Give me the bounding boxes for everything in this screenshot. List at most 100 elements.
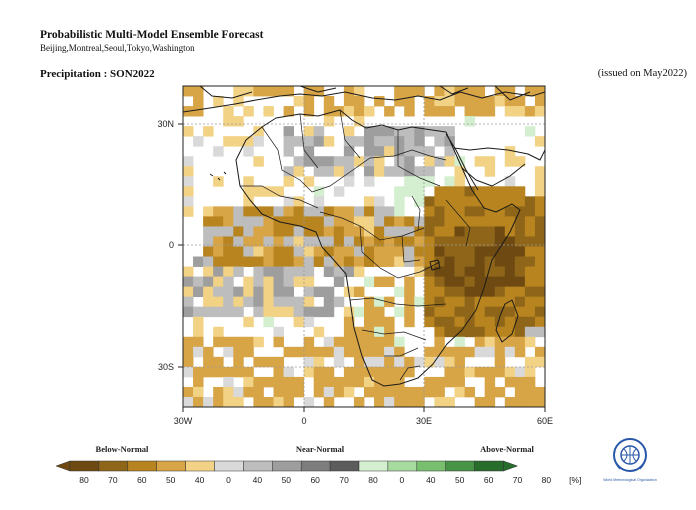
probability-cell [514, 286, 526, 298]
probability-cell [414, 86, 425, 97]
probability-cell [374, 206, 385, 217]
probability-cell [474, 346, 486, 358]
probability-cell [343, 96, 355, 107]
probability-cell [494, 306, 506, 318]
probability-cell [494, 276, 506, 288]
probability-cell [364, 196, 375, 207]
probability-cell [353, 136, 365, 147]
probability-cell [303, 286, 315, 298]
probability-cell [223, 116, 234, 127]
probability-cell [364, 376, 375, 388]
probability-cell [394, 126, 405, 137]
probability-cell [524, 256, 536, 267]
probability-cell [193, 346, 204, 358]
colorbar-tick-label: 0 [226, 475, 231, 485]
probability-cell [474, 316, 486, 328]
probability-cell [303, 346, 315, 358]
probability-cell [414, 196, 425, 207]
probability-cell [484, 106, 496, 117]
probability-cell [454, 256, 465, 267]
graticule [183, 86, 545, 407]
probability-cell [203, 236, 214, 247]
probability-cell [444, 326, 455, 338]
colorbar-tick-label: 70 [339, 475, 349, 485]
probability-cell [424, 306, 435, 318]
probability-cell [364, 246, 375, 257]
probability-cell [353, 266, 365, 277]
probability-cell [203, 286, 214, 298]
probability-cell [464, 256, 476, 267]
probability-cell [353, 246, 365, 257]
probability-cell [504, 246, 516, 257]
colorbar-end-triangle [503, 460, 519, 472]
probability-cell [374, 376, 385, 388]
probability-cell [484, 386, 496, 398]
probability-cell [484, 316, 496, 328]
probability-cell [283, 286, 295, 298]
probability-cell [283, 226, 295, 237]
probability-cell [303, 396, 315, 407]
probability-cell [193, 306, 204, 318]
madagascar [495, 299, 519, 343]
probability-cell [183, 306, 194, 318]
probability-cell [193, 316, 204, 328]
probability-cell [233, 226, 244, 237]
probability-cell [394, 286, 405, 298]
probability-cell [343, 316, 355, 328]
probability-cell [303, 256, 315, 267]
probability-cell [394, 246, 405, 257]
probability-cell [474, 226, 486, 237]
probability-cell [243, 246, 254, 257]
probability-cell [303, 246, 315, 257]
probability-cell [514, 226, 526, 237]
probability-cell [343, 236, 355, 247]
probability-cell [454, 346, 465, 358]
colorbar-swatch [387, 460, 418, 472]
probability-cell [494, 326, 506, 338]
probability-cell [434, 336, 445, 348]
probability-cell [534, 246, 545, 257]
lon-label-30w: 30W [174, 416, 193, 426]
probability-cell [414, 216, 425, 227]
probability-cell [464, 306, 476, 318]
probability-cell [263, 376, 274, 388]
probability-cell [494, 366, 506, 378]
probability-cell [293, 276, 305, 288]
probability-cell [534, 86, 545, 97]
probability-cell [193, 136, 204, 147]
probability-cell [484, 286, 496, 298]
colorbar-tick-label: 40 [426, 475, 436, 485]
probability-cell [414, 186, 425, 197]
probability-cell [534, 276, 545, 288]
probability-cell [233, 206, 244, 217]
probability-cell [193, 96, 204, 107]
probability-cell [263, 86, 274, 97]
probability-cell [203, 246, 214, 257]
probability-cell [183, 296, 194, 308]
probability-cell [534, 106, 545, 117]
probability-cell [504, 106, 516, 117]
probability-cell [183, 196, 194, 207]
probability-cell [213, 236, 224, 247]
probability-cell [474, 256, 486, 267]
probability-cell [534, 216, 545, 227]
probability-cell [374, 136, 385, 147]
probability-cell [434, 296, 445, 308]
probability-cell [404, 176, 415, 187]
probability-cell [223, 276, 234, 288]
probability-cell [384, 246, 395, 257]
probability-cell [233, 136, 244, 147]
probability-cell [233, 346, 244, 358]
probability-cell [283, 106, 295, 117]
probability-cell [263, 276, 274, 288]
probability-cell [303, 276, 315, 288]
probability-cell [313, 226, 325, 237]
probability-cell [404, 96, 415, 107]
probability-cell [484, 276, 496, 288]
probability-cell [484, 166, 496, 177]
probability-cell [404, 246, 415, 257]
colorbar-tick-label: 60 [137, 475, 147, 485]
probability-cell [484, 196, 496, 207]
probability-cell [273, 256, 284, 267]
probability-cell [303, 156, 315, 167]
